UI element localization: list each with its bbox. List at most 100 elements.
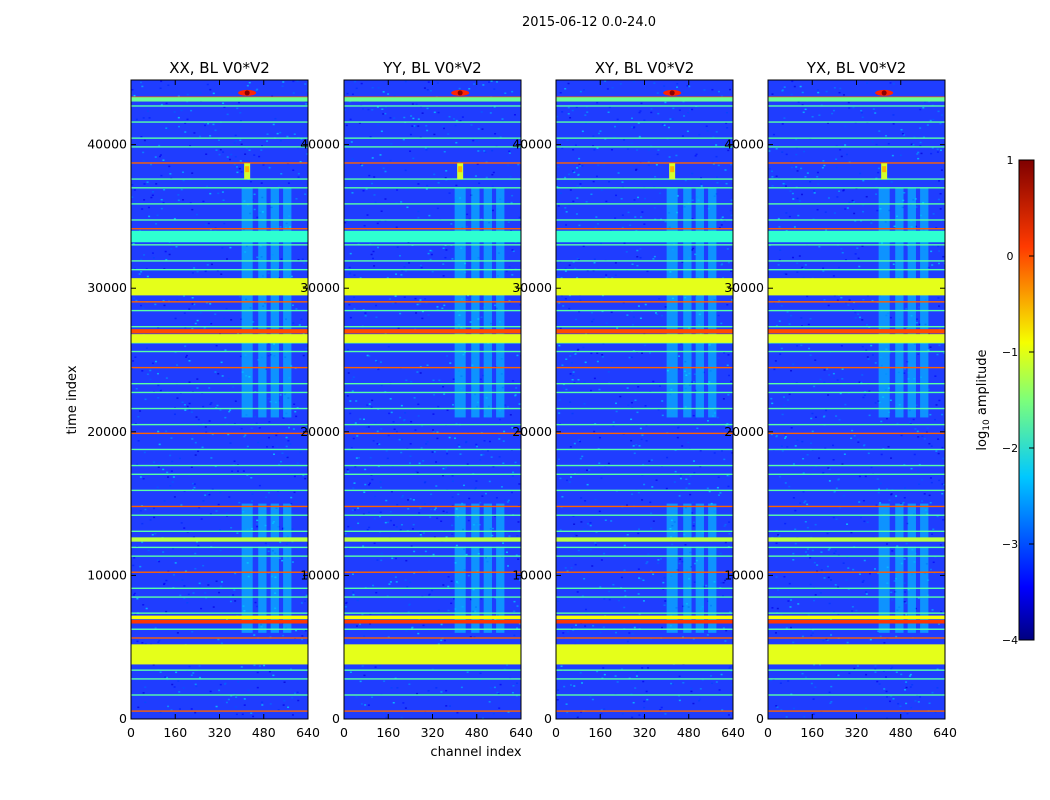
noise-cell <box>400 274 403 276</box>
noise-cell <box>575 534 578 537</box>
noise-cell <box>616 327 619 329</box>
noise-cell <box>494 133 497 135</box>
noise-cell <box>390 411 393 414</box>
time-line <box>768 187 945 189</box>
noise-cell <box>345 601 348 604</box>
noise-cell <box>774 360 777 362</box>
noise-cell <box>903 582 906 584</box>
noise-cell <box>295 308 298 310</box>
noise-cell <box>574 353 577 355</box>
noise-cell <box>421 317 424 320</box>
noise-cell <box>680 342 683 345</box>
time-line <box>344 669 521 671</box>
noise-cell <box>643 483 646 486</box>
noise-cell <box>593 149 596 151</box>
noise-cell <box>459 453 462 455</box>
channel-stripe <box>283 187 292 418</box>
time-line <box>768 301 945 303</box>
noise-cell <box>419 507 422 509</box>
noise-cell <box>900 128 903 131</box>
time-band <box>344 230 521 243</box>
noise-cell <box>139 81 142 84</box>
noise-cell <box>854 253 857 255</box>
noise-cell <box>188 665 191 668</box>
noise-cell <box>730 670 733 672</box>
noise-cell <box>447 576 450 578</box>
noise-cell <box>874 402 877 404</box>
y-tick-label: 20000 <box>512 424 552 439</box>
noise-cell <box>302 354 305 357</box>
noise-cell <box>657 562 660 565</box>
noise-cell <box>192 536 195 538</box>
noise-cell <box>412 499 415 501</box>
time-line <box>131 309 308 312</box>
noise-cell <box>362 108 365 110</box>
noise-cell <box>930 250 933 253</box>
noise-cell <box>577 439 580 442</box>
noise-cell <box>927 266 930 269</box>
noise-cell <box>437 111 440 114</box>
noise-cell <box>227 433 230 436</box>
channel-stripe <box>241 546 253 633</box>
noise-cell <box>265 496 268 498</box>
noise-cell <box>162 159 165 161</box>
noise-cell <box>569 401 572 403</box>
time-line <box>768 448 945 451</box>
noise-cell <box>349 316 352 319</box>
noise-cell <box>403 116 406 119</box>
noise-cell <box>921 500 924 502</box>
noise-cell <box>829 619 832 621</box>
noise-cell <box>896 545 899 547</box>
noise-cell <box>219 529 222 531</box>
time-line <box>556 596 733 598</box>
noise-cell <box>723 351 726 354</box>
noise-cell <box>777 264 780 266</box>
noise-cell <box>559 327 562 330</box>
noise-cell <box>934 375 937 377</box>
noise-cell <box>432 429 435 431</box>
noise-cell <box>561 364 564 366</box>
noise-cell <box>813 663 816 666</box>
noise-cell <box>355 400 358 402</box>
noise-cell <box>572 200 575 203</box>
time-line <box>556 669 733 671</box>
noise-cell <box>813 192 816 194</box>
time-line <box>556 228 733 230</box>
noise-cell <box>176 397 179 399</box>
noise-cell <box>392 524 395 526</box>
noise-cell <box>372 584 375 587</box>
noise-cell <box>516 535 519 537</box>
noise-cell <box>838 266 841 269</box>
time-line <box>768 146 945 148</box>
noise-cell <box>260 149 263 151</box>
noise-cell <box>720 673 723 676</box>
channel-stripe <box>708 546 717 633</box>
noise-cell <box>557 689 560 691</box>
noise-cell <box>160 103 163 106</box>
noise-cell <box>794 509 797 512</box>
noise-cell <box>568 203 571 206</box>
noise-cell <box>408 262 411 264</box>
noise-cell <box>621 226 624 229</box>
x-tick-label: 320 <box>633 725 657 740</box>
noise-cell <box>801 440 804 443</box>
noise-cell <box>404 270 407 272</box>
noise-cell <box>266 140 269 142</box>
noise-cell <box>936 148 939 151</box>
noise-cell <box>353 482 356 484</box>
time-line <box>131 244 308 246</box>
noise-cell <box>132 243 135 245</box>
time-line <box>344 710 521 712</box>
noise-cell <box>577 549 580 552</box>
noise-cell <box>139 565 142 568</box>
noise-cell <box>513 610 516 613</box>
noise-cell <box>558 412 561 414</box>
noise-cell <box>693 536 696 538</box>
noise-cell <box>615 410 618 413</box>
noise-cell <box>473 636 476 638</box>
noise-cell <box>419 532 422 534</box>
noise-cell <box>796 197 799 200</box>
channel-stripe <box>496 546 505 633</box>
noise-cell <box>401 269 404 272</box>
noise-cell <box>623 569 626 572</box>
